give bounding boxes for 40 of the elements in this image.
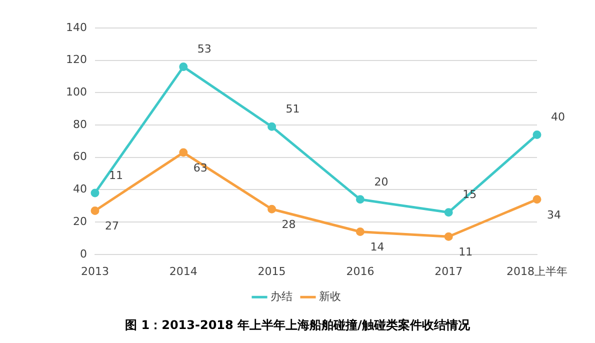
- x-tick-label: 2018上半年: [506, 264, 568, 278]
- point: [179, 148, 188, 157]
- point: [356, 195, 364, 204]
- point: [179, 62, 188, 72]
- point: [90, 188, 100, 198]
- data-label: 11: [458, 245, 473, 258]
- data-label: 28: [282, 218, 296, 231]
- point: [532, 195, 542, 204]
- text: 图 1：2013-2018 年上半年上海船舶碰撞/触碰类案件收结情况: [125, 318, 471, 332]
- point: [444, 232, 453, 241]
- annotation: 20: [374, 175, 388, 188]
- x-tick-label: 2014: [169, 264, 198, 278]
- y-tick-label: 80: [72, 118, 87, 131]
- data-label: 27: [104, 220, 119, 233]
- point: [356, 228, 364, 236]
- point: [90, 206, 100, 215]
- annotation: 51: [286, 102, 300, 116]
- y-tick-label: 40: [72, 182, 87, 196]
- legend-label: 新收: [319, 290, 341, 303]
- legend-label: 办结: [270, 290, 292, 303]
- x-tick-label: 2016: [346, 264, 374, 278]
- y-tick-label: 0: [80, 247, 87, 260]
- y-tick-label: 20: [72, 214, 87, 228]
- point: [532, 130, 542, 139]
- point: [268, 204, 276, 214]
- x-tick-label: 2017: [434, 264, 463, 278]
- annotation: 11: [108, 168, 123, 182]
- y-tick-label: 60: [72, 150, 87, 164]
- data-label: 34: [547, 208, 561, 222]
- annotation: 53: [197, 42, 212, 56]
- x-tick-label: 2013: [80, 264, 109, 278]
- point: [444, 208, 453, 217]
- annotation: 40: [551, 110, 565, 124]
- x-tick-label: 2015: [258, 264, 286, 278]
- data-label: 14: [370, 240, 384, 254]
- y-tick-label: 140: [66, 20, 87, 34]
- y-tick-label: 120: [66, 53, 87, 66]
- point: [268, 122, 276, 131]
- data-label: 63: [193, 161, 208, 174]
- y-tick-label: 100: [66, 86, 87, 99]
